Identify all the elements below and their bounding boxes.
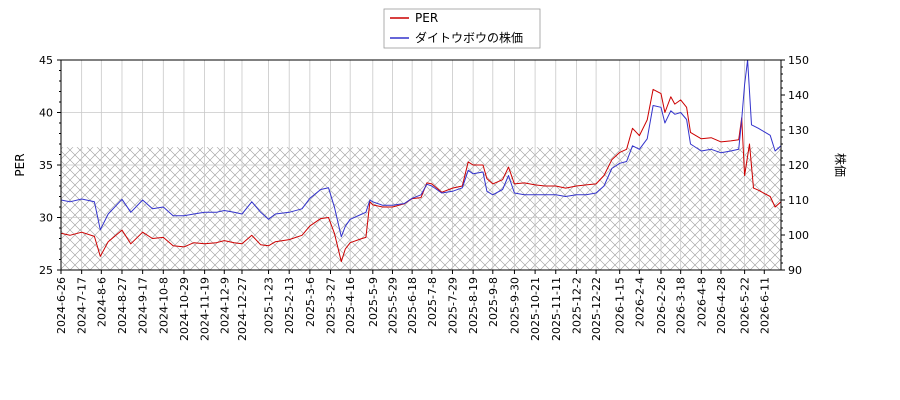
x-tick-label: 2024-8-27 bbox=[116, 277, 129, 334]
legend-label-price: ダイトウボウの株価 bbox=[415, 30, 523, 45]
right-tick-label: 130 bbox=[788, 124, 809, 137]
right-tick-label: 100 bbox=[788, 229, 809, 242]
hatched-band bbox=[61, 147, 781, 270]
x-tick-label: 2024-12-27 bbox=[236, 277, 249, 341]
x-tick-label: 2024-7-17 bbox=[76, 277, 89, 334]
left-y-axis: 25 30 35 40 45 bbox=[39, 54, 61, 277]
x-tick-label: 2026-4-8 bbox=[695, 277, 708, 327]
x-tick-label: 2026-5-22 bbox=[739, 277, 752, 334]
x-tick-label: 2025-6-18 bbox=[406, 277, 419, 334]
left-tick-label: 30 bbox=[39, 212, 53, 225]
x-tick-label: 2024-10-8 bbox=[157, 277, 170, 334]
x-tick-label: 2025-8-19 bbox=[467, 277, 480, 334]
price-line bbox=[61, 60, 781, 238]
x-tick-label: 2024-8-6 bbox=[95, 277, 108, 327]
right-tick-label: 120 bbox=[788, 159, 809, 172]
x-tick-label: 2025-5-29 bbox=[386, 277, 399, 334]
right-y-axis: 90 100 110 120 130 140 150 bbox=[781, 54, 809, 277]
x-tick-label: 2026-2-26 bbox=[655, 277, 668, 334]
x-tick-label: 2026-4-28 bbox=[715, 277, 728, 334]
x-tick-label: 2025-10-21 bbox=[529, 277, 542, 341]
x-tick-label: 2025-3-27 bbox=[325, 277, 338, 334]
x-tick-label: 2025-3-6 bbox=[304, 277, 317, 327]
x-tick-label: 2024-6-26 bbox=[55, 277, 68, 334]
right-tick-label: 90 bbox=[788, 264, 802, 277]
per-line bbox=[61, 88, 781, 263]
x-tick-label: 2024-9-17 bbox=[137, 277, 150, 334]
x-tick-label: 2025-1-23 bbox=[263, 277, 276, 334]
x-tick-label: 2025-9-30 bbox=[508, 277, 521, 334]
x-tick-label: 2024-11-19 bbox=[199, 277, 212, 341]
legend-label-per: PER bbox=[415, 11, 438, 25]
x-tick-label: 2024-10-29 bbox=[178, 277, 191, 341]
right-tick-label: 150 bbox=[788, 54, 809, 67]
left-tick-label: 35 bbox=[39, 159, 53, 172]
x-tick-label: 2026-1-15 bbox=[614, 277, 627, 334]
x-axis: 2024-6-26 2024-7-17 2024-8-6 2024-8-27 2024-… bbox=[55, 270, 771, 341]
left-tick-label: 40 bbox=[39, 107, 53, 120]
legend: PER ダイトウボウの株価 bbox=[383, 8, 541, 49]
grid bbox=[60, 59, 781, 271]
x-tick-label: 2025-4-16 bbox=[344, 277, 357, 334]
x-tick-label: 2025-9-8 bbox=[487, 277, 500, 327]
right-tick-label: 140 bbox=[788, 89, 809, 102]
x-tick-label: 2025-2-13 bbox=[283, 277, 296, 334]
x-tick-label: 2025-7-29 bbox=[446, 277, 459, 334]
x-tick-label: 2024-12-9 bbox=[218, 277, 231, 334]
x-tick-label: 2025-11-11 bbox=[550, 277, 563, 341]
right-tick-label: 110 bbox=[788, 194, 809, 207]
x-tick-label: 2025-12-2 bbox=[570, 277, 583, 334]
x-tick-label: 2025-5-9 bbox=[367, 277, 380, 327]
x-tick-label: 2025-12-22 bbox=[590, 277, 603, 341]
left-axis-title: PER bbox=[13, 153, 27, 176]
left-tick-label: 45 bbox=[39, 54, 53, 67]
x-tick-label: 2025-7-8 bbox=[426, 277, 439, 327]
x-tick-label: 2026-6-11 bbox=[758, 277, 771, 334]
legend-box bbox=[383, 8, 541, 49]
right-axis-title: 株価 bbox=[833, 153, 848, 177]
x-tick-label: 2026-2-4 bbox=[633, 277, 646, 327]
left-tick-label: 25 bbox=[39, 264, 53, 277]
x-tick-label: 2026-3-18 bbox=[675, 277, 688, 334]
